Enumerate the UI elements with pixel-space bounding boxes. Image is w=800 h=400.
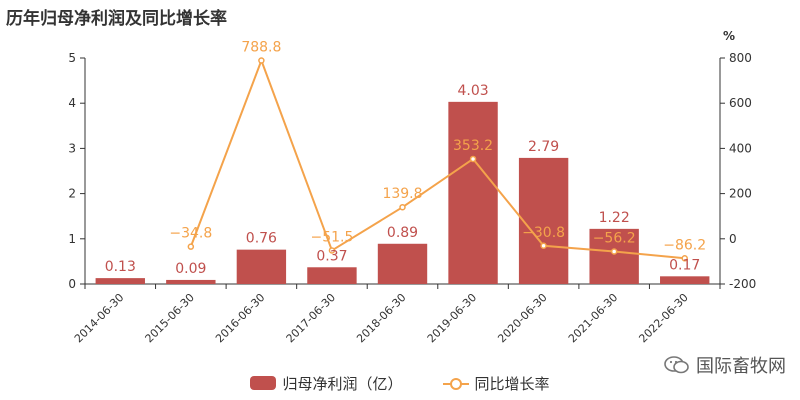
x-tick-label: 2020-06-30 [495,291,549,345]
bar [307,267,357,284]
line-value-label: 139.8 [382,186,422,202]
left-tick-label: 5 [68,51,76,65]
line-value-label: −34.8 [169,226,212,242]
bar [589,228,639,284]
bar-value-label: 0.89 [387,225,418,241]
right-axis-unit: % [723,29,735,43]
line-point [540,242,547,250]
right-tick-label: 0 [729,232,737,246]
wechat-icon [664,356,689,374]
left-tick-label: 1 [68,232,76,246]
left-tick-label: 3 [68,141,76,155]
right-tick-label: 600 [729,96,752,110]
watermark-text: 国际畜牧网 [696,356,786,377]
x-tick-label: 2015-06-30 [143,291,197,345]
legend-label-bar: 归母净利润（亿） [282,374,403,393]
x-tick-label: 2021-06-30 [566,291,620,345]
line-value-label: −30.8 [522,225,565,241]
bar-value-label: 1.22 [599,210,630,226]
right-tick-label: 800 [729,51,752,65]
line-point [681,255,688,262]
line-point [469,155,477,163]
bar-value-label: 2.79 [528,139,559,155]
legend-item-bar[interactable]: 归母净利润（亿） [250,373,403,394]
left-tick-label: 2 [68,187,76,201]
data-labels: 0.13 0.09 0.76 0.37 0.89 4.03 2.79 1.22 0.17 −34.… [105,40,706,277]
line-value-label: 788.8 [241,40,281,56]
left-tick-label: 4 [68,96,76,110]
bar-series [95,101,710,285]
bar-value-label: 0.09 [175,261,206,277]
line-point [610,248,618,255]
bar [95,278,145,284]
bar [660,276,710,284]
bar [166,279,216,284]
bar-value-label: 4.03 [457,83,488,99]
bar [448,101,498,285]
x-tick-label: 2022-06-30 [636,291,690,345]
line-value-label: −86.2 [663,237,706,253]
x-tick-label: 2016-06-30 [213,291,267,345]
bar-value-label: 0.37 [316,248,347,264]
legend-line-swatch [442,376,469,390]
bar [518,157,569,284]
bar-value-label: 0.13 [105,259,136,275]
line-point [258,57,265,64]
x-tick-label: 2019-06-30 [425,291,479,345]
legend-bar-swatch [250,376,277,390]
line-value-label: 353.2 [453,138,493,154]
line-point [399,203,406,211]
bar-value-label: 0.76 [246,231,277,247]
right-tick-label: -200 [729,277,756,291]
legend-item-line[interactable]: 同比增长率 [442,373,550,394]
chart-title: 历年归母净利润及同比增长率 [6,9,227,29]
right-tick-label: 400 [729,141,752,155]
watermark: 国际畜牧网 [664,352,786,378]
left-tick-label: 0 [68,277,76,291]
line-point [187,243,195,250]
x-tick-label: 2018-06-30 [354,291,408,345]
x-tick-label: 2014-06-30 [72,291,126,345]
line-point [328,247,336,254]
line-series [187,57,688,262]
growth-line [189,57,685,260]
right-tick-label: 200 [729,187,752,201]
x-tick-label: 2017-06-30 [284,291,338,345]
bar [377,243,428,284]
bar-value-label: 0.17 [669,257,700,273]
line-value-label: −51.5 [310,229,353,245]
bar [236,249,287,284]
legend: 归母净利润（亿） 同比增长率 [0,370,800,396]
legend-label-line: 同比增长率 [474,374,550,393]
line-value-label: −56.2 [593,231,636,247]
